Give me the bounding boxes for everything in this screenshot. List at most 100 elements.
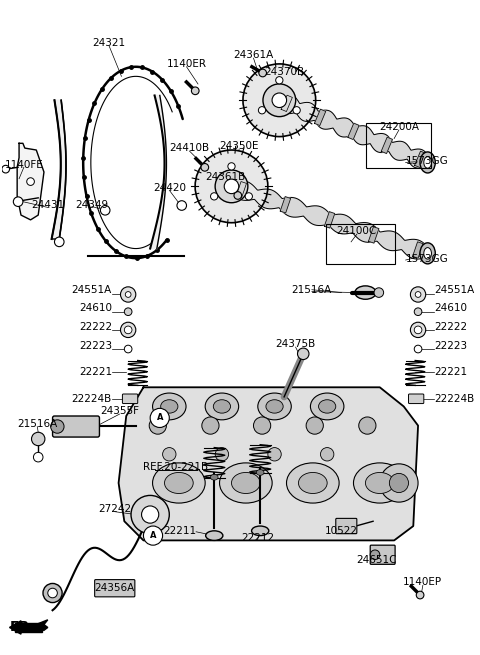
Circle shape bbox=[276, 77, 283, 84]
Circle shape bbox=[370, 550, 380, 559]
Text: 22222: 22222 bbox=[434, 322, 468, 332]
Circle shape bbox=[416, 591, 424, 599]
Polygon shape bbox=[281, 95, 292, 111]
Ellipse shape bbox=[424, 248, 432, 259]
FancyBboxPatch shape bbox=[122, 394, 138, 403]
Polygon shape bbox=[415, 151, 426, 168]
Circle shape bbox=[142, 506, 159, 523]
Circle shape bbox=[293, 107, 300, 114]
Circle shape bbox=[234, 192, 241, 199]
Circle shape bbox=[202, 417, 219, 434]
Text: 22222: 22222 bbox=[79, 322, 112, 332]
Circle shape bbox=[389, 474, 408, 493]
Circle shape bbox=[201, 164, 209, 171]
Circle shape bbox=[245, 193, 252, 200]
Text: 1573GG: 1573GG bbox=[406, 155, 448, 166]
Circle shape bbox=[13, 197, 23, 206]
Circle shape bbox=[34, 453, 43, 462]
Circle shape bbox=[124, 326, 132, 333]
Polygon shape bbox=[15, 623, 42, 632]
Polygon shape bbox=[413, 242, 423, 258]
Text: 24610: 24610 bbox=[434, 303, 468, 313]
Text: 22221: 22221 bbox=[434, 367, 468, 377]
Circle shape bbox=[414, 326, 422, 333]
Circle shape bbox=[48, 588, 57, 598]
Ellipse shape bbox=[219, 463, 272, 503]
FancyBboxPatch shape bbox=[408, 394, 424, 403]
Ellipse shape bbox=[258, 393, 291, 420]
FancyBboxPatch shape bbox=[95, 580, 135, 597]
Polygon shape bbox=[348, 123, 359, 140]
Circle shape bbox=[120, 287, 136, 302]
Ellipse shape bbox=[213, 400, 230, 413]
Circle shape bbox=[177, 200, 187, 210]
Circle shape bbox=[228, 162, 235, 170]
Text: 24410B: 24410B bbox=[169, 143, 209, 153]
Text: 1140ER: 1140ER bbox=[167, 59, 206, 69]
Ellipse shape bbox=[420, 243, 435, 264]
Circle shape bbox=[43, 584, 62, 603]
Text: REF.20-221B: REF.20-221B bbox=[144, 462, 208, 472]
Ellipse shape bbox=[256, 470, 264, 476]
Circle shape bbox=[253, 417, 271, 434]
Ellipse shape bbox=[353, 463, 406, 503]
Polygon shape bbox=[277, 94, 430, 168]
Text: 24321: 24321 bbox=[93, 38, 126, 48]
Circle shape bbox=[414, 308, 422, 316]
Text: 22224B: 22224B bbox=[72, 394, 112, 403]
Text: A: A bbox=[156, 413, 163, 422]
Polygon shape bbox=[29, 620, 48, 630]
Circle shape bbox=[2, 165, 10, 173]
Circle shape bbox=[359, 417, 376, 434]
Circle shape bbox=[215, 170, 248, 203]
Ellipse shape bbox=[153, 463, 205, 503]
Ellipse shape bbox=[205, 531, 223, 540]
Polygon shape bbox=[236, 181, 247, 198]
Polygon shape bbox=[119, 387, 418, 540]
Text: 24356A: 24356A bbox=[95, 583, 135, 593]
Text: 22223: 22223 bbox=[79, 341, 112, 351]
Circle shape bbox=[259, 69, 266, 77]
Text: 24350E: 24350E bbox=[219, 141, 259, 151]
Text: FR.: FR. bbox=[10, 620, 36, 635]
Ellipse shape bbox=[420, 152, 435, 173]
Text: 24370B: 24370B bbox=[264, 67, 304, 77]
Polygon shape bbox=[381, 137, 393, 153]
Text: 24610: 24610 bbox=[79, 303, 112, 313]
Text: 24551A: 24551A bbox=[434, 285, 475, 295]
Circle shape bbox=[243, 64, 316, 137]
Text: 22221: 22221 bbox=[79, 367, 112, 377]
Text: 1140EP: 1140EP bbox=[403, 578, 443, 588]
Text: 10522: 10522 bbox=[325, 526, 358, 536]
Text: 24651C: 24651C bbox=[357, 555, 397, 565]
Polygon shape bbox=[150, 96, 167, 248]
Circle shape bbox=[144, 526, 163, 545]
Ellipse shape bbox=[252, 526, 269, 536]
Circle shape bbox=[211, 193, 218, 200]
Circle shape bbox=[54, 237, 64, 247]
Text: 22223: 22223 bbox=[434, 341, 468, 351]
Circle shape bbox=[414, 345, 422, 353]
Circle shape bbox=[215, 447, 228, 461]
Circle shape bbox=[321, 447, 334, 461]
Ellipse shape bbox=[161, 400, 178, 413]
Text: 24361B: 24361B bbox=[205, 172, 246, 182]
Circle shape bbox=[27, 178, 35, 185]
Text: 24200A: 24200A bbox=[379, 122, 419, 132]
Polygon shape bbox=[230, 181, 429, 259]
Circle shape bbox=[224, 179, 239, 194]
Polygon shape bbox=[314, 109, 326, 126]
Circle shape bbox=[374, 288, 384, 297]
Circle shape bbox=[192, 87, 199, 94]
Circle shape bbox=[32, 432, 45, 445]
Text: 21516A: 21516A bbox=[17, 419, 58, 428]
Circle shape bbox=[195, 150, 268, 223]
Polygon shape bbox=[10, 621, 21, 634]
Ellipse shape bbox=[319, 400, 336, 413]
Text: 1140FE: 1140FE bbox=[4, 160, 43, 170]
Text: 24100C: 24100C bbox=[336, 227, 377, 236]
Ellipse shape bbox=[205, 393, 239, 420]
Circle shape bbox=[131, 495, 169, 534]
Circle shape bbox=[150, 408, 169, 428]
Ellipse shape bbox=[165, 472, 193, 493]
